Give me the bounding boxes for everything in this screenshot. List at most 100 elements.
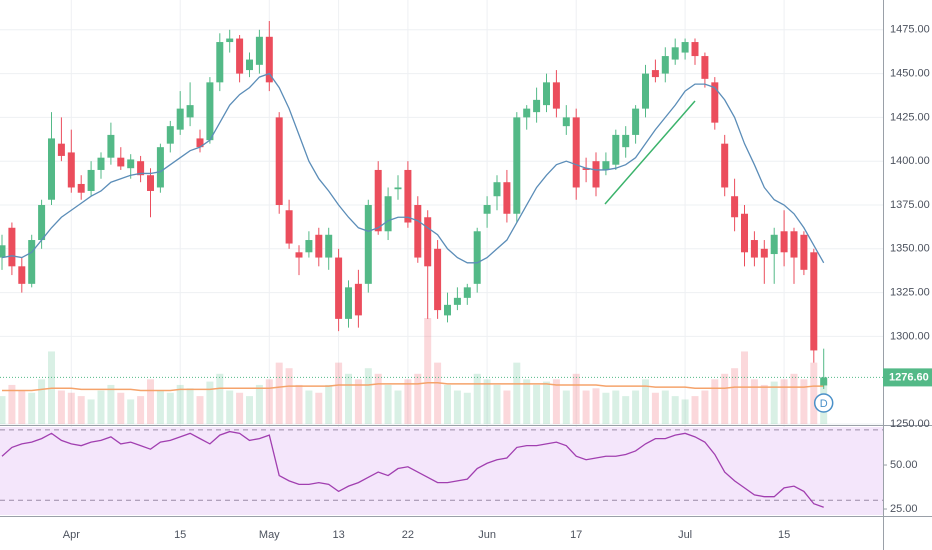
candle-body xyxy=(572,117,580,188)
volume-bar xyxy=(176,384,184,424)
candle-body xyxy=(404,169,412,223)
volume-bar xyxy=(384,384,392,424)
volume-bar xyxy=(354,379,362,424)
candle-body xyxy=(147,175,154,191)
candle-body xyxy=(473,231,481,284)
volume-bar xyxy=(721,373,729,424)
candle-body xyxy=(760,248,768,258)
volume-bar xyxy=(147,379,154,424)
volume-bar xyxy=(701,390,709,424)
candle-body xyxy=(295,252,303,258)
candle-body xyxy=(562,117,570,127)
volume-bar xyxy=(57,390,65,424)
marker-label: D xyxy=(820,398,828,410)
candle-body xyxy=(166,126,174,144)
x-tick-label: May xyxy=(259,529,280,541)
candle-body xyxy=(453,297,461,305)
candle-body xyxy=(255,36,263,65)
volume-bar xyxy=(562,390,570,424)
volume-bar xyxy=(236,392,244,424)
candle-body xyxy=(750,240,758,258)
candle-body xyxy=(483,204,491,214)
volume-bar xyxy=(374,373,382,424)
volume-bar xyxy=(156,390,164,424)
candle-body xyxy=(97,157,105,170)
x-tick-label: 15 xyxy=(778,529,790,541)
candle-body xyxy=(612,134,620,165)
volume-bar xyxy=(671,396,679,424)
candle-body xyxy=(87,169,95,191)
volume-bar xyxy=(513,362,521,424)
candle-body xyxy=(176,108,184,130)
rsi-tick-label: 50.00 xyxy=(890,459,918,471)
candle-body xyxy=(156,147,164,188)
volume-bar xyxy=(246,396,253,424)
candle-body xyxy=(117,157,125,167)
volume-bar xyxy=(780,379,788,424)
candle-body xyxy=(137,161,145,176)
volume-bar xyxy=(345,373,352,424)
candle-body xyxy=(770,234,778,255)
candle-body xyxy=(38,204,46,241)
x-tick-label: 17 xyxy=(570,529,582,541)
candle-body xyxy=(394,187,402,190)
candle-body xyxy=(651,70,659,78)
candle-body xyxy=(592,161,600,188)
candle-body xyxy=(374,169,382,232)
volume-bar xyxy=(394,390,402,424)
x-tick-label: Jul xyxy=(678,529,692,541)
volume-bar xyxy=(691,396,699,424)
candle-body xyxy=(424,217,432,267)
volume-bar xyxy=(18,390,26,424)
candle-body xyxy=(800,234,808,270)
x-tick-label: 13 xyxy=(332,529,344,541)
volume-bar xyxy=(711,379,719,424)
candle-body xyxy=(493,182,501,197)
y-tick-label: 1350.00 xyxy=(890,243,930,255)
volume-bar xyxy=(543,381,550,424)
volume-bar xyxy=(38,379,46,424)
candle-body xyxy=(236,38,244,74)
volume-bar xyxy=(592,388,600,424)
candle-body xyxy=(67,152,75,188)
marker xyxy=(813,393,834,413)
ma-line xyxy=(1,72,825,264)
candle-body xyxy=(186,105,194,118)
y-tick-label: 1250.00 xyxy=(890,418,930,430)
candle-body xyxy=(18,266,26,284)
volume-bar xyxy=(404,379,412,424)
candle-body xyxy=(196,138,204,148)
candle-body xyxy=(820,377,828,386)
volume-bar xyxy=(463,392,471,424)
volume-bar xyxy=(305,390,313,424)
y-tick-label: 1325.00 xyxy=(890,287,930,299)
candle-body xyxy=(444,304,451,316)
volume-bar xyxy=(127,399,135,424)
volume-bar xyxy=(444,384,451,424)
volume-bar xyxy=(87,399,95,424)
volume-bar xyxy=(117,392,125,424)
volume-bar xyxy=(206,381,214,424)
candle-body xyxy=(48,138,55,200)
volume-bar xyxy=(681,399,689,424)
candle-body xyxy=(463,287,471,298)
volume-bar xyxy=(523,379,531,424)
rsi-background xyxy=(0,427,883,515)
candle-body xyxy=(741,213,748,253)
candle-body xyxy=(691,42,699,57)
candle-body xyxy=(582,168,590,170)
volume-bar xyxy=(137,396,145,424)
trend-line xyxy=(604,100,696,205)
volume-bar xyxy=(760,384,768,424)
volume-bar xyxy=(77,396,85,424)
volume-bar xyxy=(602,392,610,424)
volume-bar xyxy=(493,384,501,424)
y-tick-label: 1300.00 xyxy=(890,330,930,342)
volume-bar xyxy=(800,379,808,424)
volume-bar xyxy=(661,390,669,424)
x-tick-label: Apr xyxy=(63,529,80,541)
volume-bar xyxy=(0,396,6,424)
volume-bar xyxy=(285,368,293,424)
